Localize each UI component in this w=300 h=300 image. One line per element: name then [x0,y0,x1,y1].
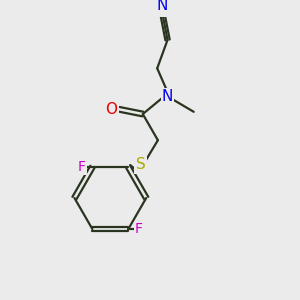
Text: N: N [157,0,168,13]
Text: O: O [106,102,118,117]
Text: F: F [78,160,86,174]
Text: N: N [162,89,173,104]
Text: S: S [136,158,146,172]
Text: F: F [135,222,143,236]
